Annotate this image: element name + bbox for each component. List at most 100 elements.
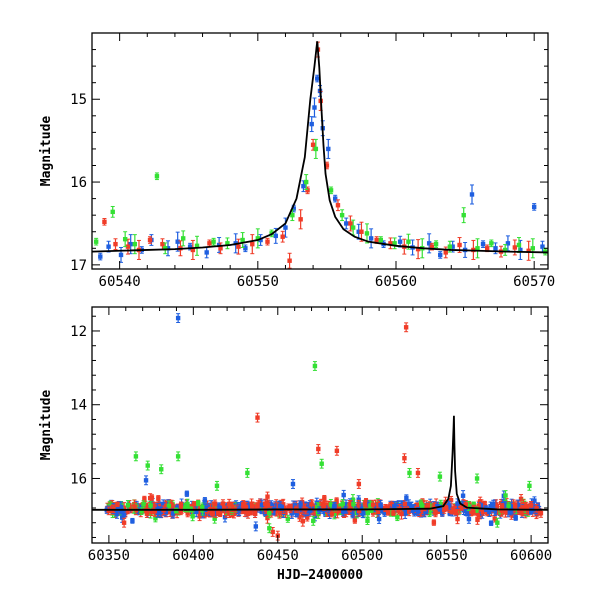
data-point <box>212 499 218 509</box>
data-point <box>341 489 346 501</box>
data-point-outlier <box>214 480 220 491</box>
data-point-blue <box>204 246 209 259</box>
data-point-red <box>415 239 421 260</box>
data-point-outlier <box>159 464 164 475</box>
data-point-outlier <box>415 468 421 478</box>
data-point-blue <box>326 138 331 159</box>
data-point-outlier <box>121 517 127 528</box>
data-point-outlier <box>143 475 149 486</box>
data-point-red <box>280 230 285 243</box>
data-point-outlier <box>145 460 150 471</box>
data-point-red <box>359 221 364 242</box>
data-point <box>471 508 476 516</box>
data-point-outlier <box>402 453 407 464</box>
data-point <box>190 511 195 522</box>
data-point-outlier <box>356 479 362 489</box>
data-point-red <box>265 237 270 246</box>
data-point <box>248 509 253 516</box>
data-point <box>499 503 505 510</box>
data-point-outlier <box>175 451 181 462</box>
x-tick-label: 60600 <box>510 548 552 564</box>
x-tick-label: 60550 <box>237 274 279 290</box>
data-point-red <box>305 186 310 195</box>
data-point <box>149 494 155 501</box>
data-point <box>141 500 146 509</box>
data-point-blue <box>333 194 338 203</box>
data-point <box>263 498 268 509</box>
data-point-red <box>102 217 107 226</box>
data-point <box>156 495 161 502</box>
data-point-outlier <box>290 479 296 489</box>
data-point-green <box>303 174 309 191</box>
data-point <box>152 505 158 517</box>
y-axis-label: Magnitude <box>39 116 54 187</box>
data-point <box>300 515 306 527</box>
data-point-green <box>530 238 535 259</box>
data-point-outlier <box>495 517 500 528</box>
data-point <box>194 506 199 518</box>
data-point <box>503 490 508 501</box>
x-tick-label: 60350 <box>88 548 130 564</box>
data-point-outlier <box>267 523 272 534</box>
data-point-blue <box>309 116 314 133</box>
plot-area <box>92 41 548 269</box>
data-point <box>255 502 260 509</box>
x-tick-label: 60540 <box>99 274 141 290</box>
data-point <box>184 490 190 497</box>
data-point-outlier <box>376 514 382 524</box>
data-point-red <box>348 215 353 232</box>
data-point <box>106 506 111 516</box>
data-point <box>226 498 232 509</box>
data-point <box>534 503 539 513</box>
data-point <box>347 499 353 509</box>
data-point-green <box>433 240 439 248</box>
data-point <box>513 514 518 521</box>
data-point-green <box>122 231 128 248</box>
data-point-outlier <box>245 468 250 478</box>
data-point-outlier <box>403 322 409 333</box>
data-point-outlier <box>175 313 181 323</box>
model-curve <box>92 41 548 254</box>
data-point <box>418 499 424 508</box>
data-point-red <box>147 236 153 244</box>
data-point-red <box>250 234 255 255</box>
data-point-green <box>339 209 345 222</box>
data-point-green <box>194 235 200 256</box>
data-point <box>433 509 438 518</box>
data-point <box>488 520 494 526</box>
data-point-outlier <box>255 412 260 423</box>
data-point-red <box>388 237 393 250</box>
data-point-green <box>163 242 168 255</box>
data-point <box>466 514 472 524</box>
data-point-outlier <box>407 468 412 478</box>
data-point-green <box>211 237 216 246</box>
data-point-green <box>461 207 466 224</box>
data-point-red <box>218 242 223 255</box>
data-point-green <box>93 237 99 246</box>
data-point-outlier <box>474 473 480 484</box>
data-point <box>130 517 135 524</box>
data-point-green <box>489 239 494 248</box>
data-point-green <box>181 230 186 247</box>
data-point-blue <box>469 184 475 205</box>
x-tick-label: 60400 <box>172 548 214 564</box>
x-tick-label: 60560 <box>375 274 417 290</box>
x-tick-label: 60570 <box>513 274 555 290</box>
data-point-red <box>113 238 118 251</box>
data-point <box>365 516 370 525</box>
data-point <box>431 519 437 526</box>
data-point <box>216 509 221 516</box>
data-point-outlier <box>312 361 318 371</box>
data-point <box>196 500 201 507</box>
bottom-panel: 60350 60400 60450 60500 60550 60600 12 14 16 Magn… <box>39 306 552 583</box>
data-point-green <box>313 138 319 159</box>
data-point <box>111 504 116 513</box>
data-point <box>404 494 409 502</box>
data-point-green <box>154 172 160 181</box>
data-point-outlier <box>437 471 443 482</box>
data-point-outlier <box>319 458 324 469</box>
data-point <box>443 505 449 512</box>
data-point-blue <box>368 228 374 249</box>
data-point <box>115 501 120 508</box>
data-point-outlier <box>311 515 316 526</box>
